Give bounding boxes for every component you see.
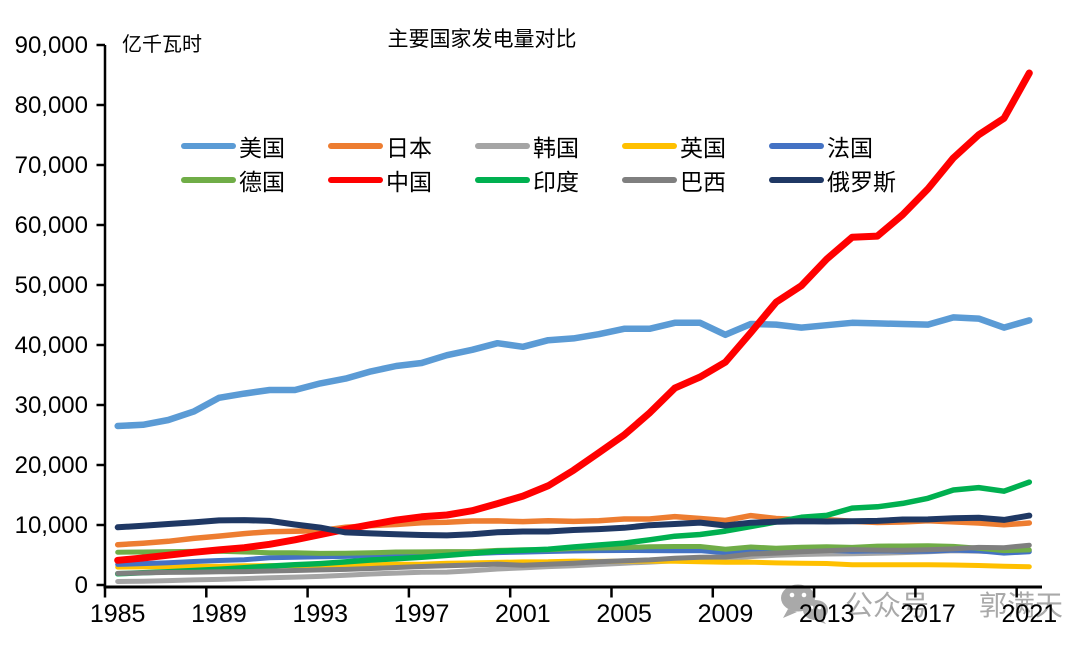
legend-item-france: 法国 (769, 129, 916, 163)
y-axis-tick-label: 0 (75, 572, 88, 599)
legend-item-germany: 德国 (181, 163, 328, 197)
series-line-china (114, 69, 1033, 564)
legend-item-japan: 日本 (328, 129, 475, 163)
y-axis-tick-label: 60,000 (15, 212, 88, 239)
x-axis-tick-label: 1997 (394, 600, 450, 628)
wechat-icon (781, 584, 828, 624)
legend-label: 韩国 (533, 135, 579, 161)
legend-item-usa: 美国 (181, 129, 328, 163)
x-axis-tick-label: 2013 (799, 600, 855, 628)
legend-swatch (181, 177, 236, 183)
legend-swatch (622, 143, 677, 149)
series-line-usa (114, 314, 1033, 430)
y-axis-tick-label: 20,000 (15, 452, 88, 479)
series-line-brazil (115, 542, 1032, 576)
legend-label: 俄罗斯 (827, 169, 896, 195)
series-line-russia (114, 512, 1033, 539)
legend-swatch (475, 177, 530, 183)
series-line-india (114, 479, 1033, 577)
legend-swatch (328, 143, 383, 149)
y-axis-tick-label: 50,000 (15, 272, 88, 299)
legend-label: 美国 (239, 135, 285, 161)
legend-label: 日本 (386, 135, 432, 161)
y-axis-tick-label: 90,000 (15, 32, 88, 59)
x-axis-tick-label: 1989 (191, 600, 247, 628)
legend-label: 德国 (239, 169, 285, 195)
legend-swatch (769, 143, 824, 149)
y-axis-tick-label: 10,000 (15, 512, 88, 539)
x-axis-tick-label: 2005 (596, 600, 652, 628)
legend-label: 法国 (827, 135, 873, 161)
y-axis-tick-label: 70,000 (15, 152, 88, 179)
watermark-name: 郭满天 (979, 590, 1064, 621)
legend-label: 英国 (680, 135, 726, 161)
legend: 美国 日本 韩国 英国 法国 德国 中国 (181, 129, 916, 197)
y-axis-tick-label: 40,000 (15, 332, 88, 359)
legend-item-korea: 韩国 (475, 129, 622, 163)
legend-swatch (475, 143, 530, 149)
y-axis-tick-label: 30,000 (15, 392, 88, 419)
watermark: 公众号 郭满天 (779, 583, 1063, 625)
legend-swatch (769, 177, 824, 183)
x-axis-tick-label: 1985 (90, 600, 146, 628)
legend-item-uk: 英国 (622, 129, 769, 163)
legend-item-india: 印度 (475, 163, 622, 197)
legend-item-brazil: 巴西 (622, 163, 769, 197)
legend-swatch (622, 177, 677, 183)
x-axis-tick-label: 2009 (698, 600, 754, 628)
legend-label: 印度 (533, 169, 579, 195)
x-axis-tick-label: 2001 (495, 600, 551, 628)
y-axis-tick-label: 80,000 (15, 92, 88, 119)
legend-label: 中国 (386, 169, 432, 195)
chart-title: 主要国家发电量对比 (387, 28, 577, 51)
x-axis-tick-label: 2017 (900, 600, 956, 628)
legend-item-china: 中国 (328, 163, 475, 197)
legend-swatch (181, 143, 236, 149)
legend-swatch (328, 177, 383, 183)
x-axis-tick-label: 1993 (292, 600, 348, 628)
legend-item-russia: 俄罗斯 (769, 163, 916, 197)
legend-label: 巴西 (680, 169, 726, 195)
y-axis-unit-label: 亿千瓦时 (122, 34, 202, 56)
x-axis-tick-label: 2021 (1002, 600, 1058, 628)
